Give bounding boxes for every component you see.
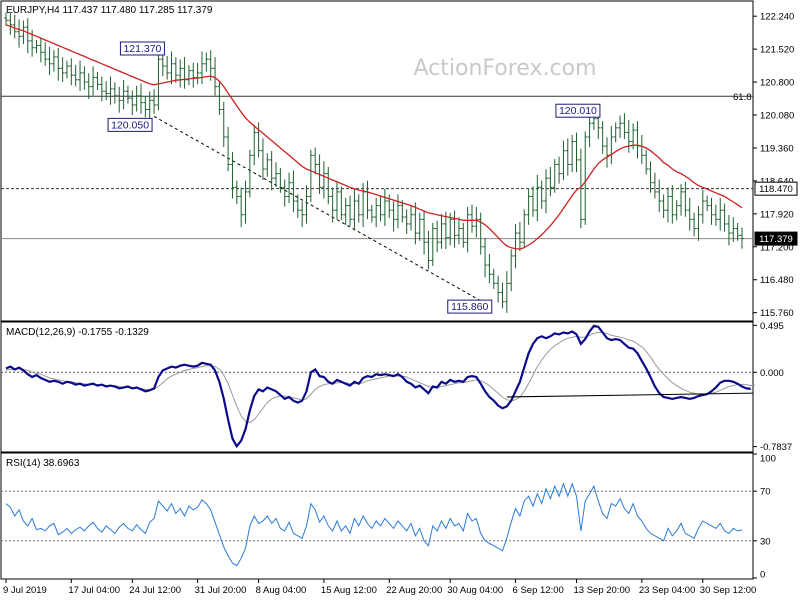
rsi-ytick-label: 30 <box>760 536 771 547</box>
rsi-panel-frame <box>0 452 754 580</box>
price-ytick-label: 119.360 <box>760 143 794 154</box>
watermark: ActionForex.com <box>414 56 597 81</box>
xtick-label: 30 Sep 12:00 <box>700 585 757 596</box>
macd-ytick-label: -0.7837 <box>760 442 792 453</box>
macd-signal-line <box>5 332 756 424</box>
price-annotation-box <box>555 103 601 118</box>
fib-label: 61.8 <box>733 92 752 103</box>
xtick-label: 6 Sep 12:00 <box>513 585 564 596</box>
current-price-tag-box <box>754 231 798 246</box>
price-annotation: 120.050 <box>107 117 153 132</box>
price-ytick-label: 122.240 <box>760 12 794 23</box>
price-ytick-label: 115.760 <box>760 308 794 319</box>
current-price-tag: 117.379 <box>754 231 798 246</box>
resistance-level-tag-label: 118.470 <box>759 184 793 195</box>
rsi-layer <box>1 482 753 567</box>
price-annotation-label: 120.010 <box>559 105 597 117</box>
rsi-ytick-label: 0 <box>760 570 765 581</box>
price-panel-frame <box>0 0 754 322</box>
xtick-label: 23 Sep 04:00 <box>639 585 696 596</box>
rsi-panel-header: RSI(14) 38.6963 <box>6 458 80 469</box>
macd-main-line <box>5 324 751 449</box>
xtick-label: 17 Jul 04:00 <box>68 585 120 596</box>
price-ytick-label: 120.080 <box>760 111 794 122</box>
price-panel-header: EURJPY,H4 117.437 117.480 117.285 117.37… <box>6 5 213 16</box>
price-annotation-label: 115.860 <box>451 301 488 313</box>
price-ytick-label: 117.920 <box>760 209 794 220</box>
xtick-label: 15 Aug 12:00 <box>321 585 377 596</box>
xtick-label: 30 Aug 04:00 <box>447 585 503 596</box>
macd-ytick-label: 0.000 <box>760 368 784 379</box>
xtick-label: 22 Aug 20:00 <box>386 585 442 596</box>
macd-support-line <box>506 392 754 398</box>
price-ytick-label: 120.800 <box>760 78 794 89</box>
price-annotation: 115.860 <box>447 299 493 314</box>
xtick-label: 24 Jul 12:00 <box>129 585 181 596</box>
price-annotation-box <box>107 117 153 132</box>
price-ytick-label: 117.200 <box>760 242 794 253</box>
resistance-level-tag: 118.470 <box>754 181 798 196</box>
price-annotation-box <box>119 41 165 56</box>
macd-panel-frame <box>0 321 754 453</box>
macd-ytick-label: 0.495 <box>760 321 784 332</box>
macd-layer <box>1 324 756 449</box>
price-ytick-label: 121.520 <box>760 45 794 56</box>
resistance-level-tag-box <box>754 181 798 196</box>
rsi-line <box>5 482 743 567</box>
xtick-label: 9 Jul 2019 <box>3 585 47 596</box>
macd-panel-header: MACD(12,26,9) -0.1755 -0.1329 <box>6 327 149 338</box>
price-layer: 121.370 120.050 120.010 115.860 <box>1 12 753 314</box>
current-price-tag-label: 117.379 <box>759 234 793 245</box>
moving-average-line <box>5 24 743 250</box>
price-annotation-box <box>447 299 493 314</box>
price-annotation: 120.010 <box>555 103 601 118</box>
trendline <box>153 115 495 309</box>
xtick-label: 13 Sep 20:00 <box>574 585 631 596</box>
rsi-ytick-label: 70 <box>760 487 771 498</box>
price-annotation-label: 121.370 <box>123 43 161 55</box>
price-ytick-label: 116.480 <box>760 275 794 286</box>
price-annotation-label: 120.050 <box>111 119 149 131</box>
xtick-label: 31 Jul 20:00 <box>195 585 247 596</box>
xtick-label: 8 Aug 04:00 <box>256 585 307 596</box>
axis-layer: 122.240121.520120.800120.080119.360118.6… <box>3 12 798 596</box>
rsi-ytick-label: 100 <box>760 454 776 465</box>
price-annotation: 121.370 <box>119 41 165 56</box>
